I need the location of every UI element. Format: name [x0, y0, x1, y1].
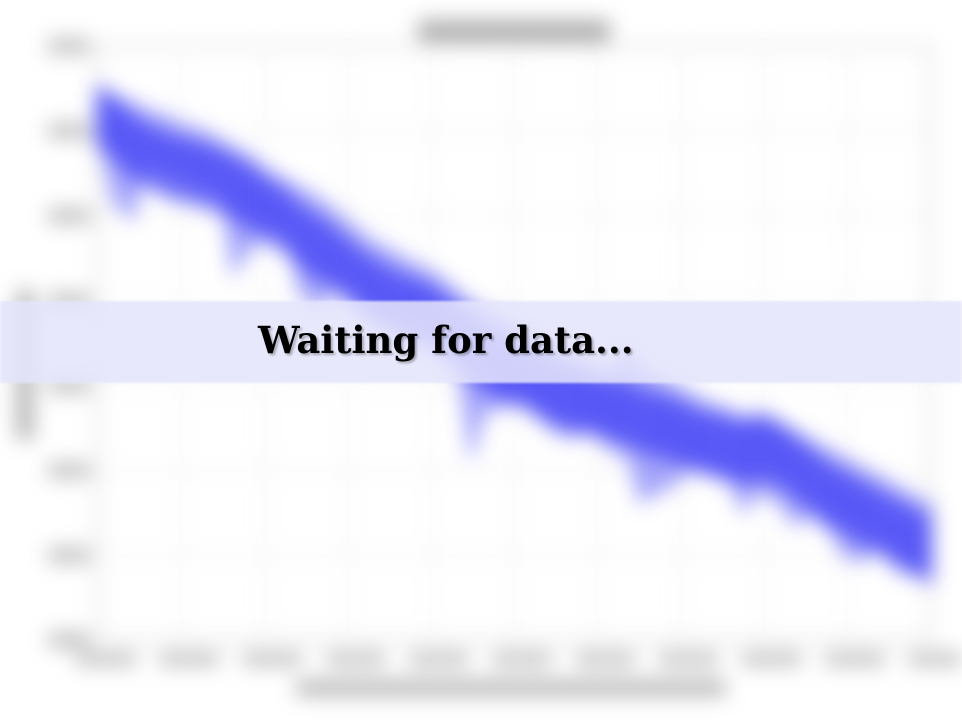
x-tick-label-smudge [741, 652, 802, 666]
x-tick-label-smudge [408, 652, 469, 666]
y-tick-label-smudge [48, 122, 90, 139]
x-tick-label-smudge [325, 652, 386, 666]
x-axis-label-smudge [296, 680, 726, 696]
y-tick-label-smudge [48, 547, 90, 564]
x-tick-label-smudge [159, 652, 220, 666]
chart-title-smudge [418, 20, 610, 42]
x-tick-label-smudge [242, 652, 303, 666]
y-tick-label-smudge [48, 462, 90, 479]
x-tick-label-smudge [492, 652, 552, 666]
y-tick-label-smudge [48, 207, 90, 224]
x-tick-label-smudge [658, 652, 719, 666]
x-tick-label-smudge [908, 652, 962, 666]
y-tick-label-smudge [48, 38, 90, 54]
x-tick-label-smudge [575, 652, 636, 666]
loading-message: Waiting for data... [258, 318, 634, 362]
loading-banner [0, 301, 962, 383]
series-core-band [98, 82, 930, 581]
x-tick-label-smudge [824, 652, 885, 666]
y-tick-label-smudge [48, 632, 90, 648]
x-tick-label-smudge [76, 652, 136, 666]
